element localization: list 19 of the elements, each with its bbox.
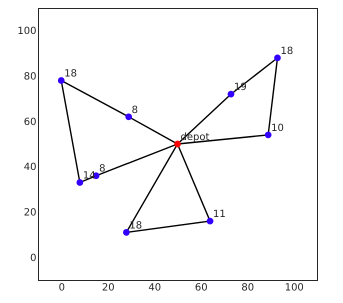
x-tick-label: 60 bbox=[194, 282, 208, 294]
x-tick-label: 100 bbox=[284, 282, 304, 294]
annotation: 8 bbox=[132, 104, 138, 116]
y-tick-label: 20 bbox=[24, 208, 36, 218]
annotation: 18 bbox=[280, 46, 294, 57]
y-tick-label: 100 bbox=[17, 26, 36, 38]
y-tick-label: 80 bbox=[24, 72, 36, 82]
annotation: 10 bbox=[271, 122, 284, 134]
annotation: 11 bbox=[213, 209, 226, 220]
annotation: 18 bbox=[129, 220, 142, 232]
x-tick-label: 80 bbox=[241, 282, 254, 294]
y-tick-label: 60 bbox=[24, 116, 36, 128]
annotation: 8 bbox=[99, 164, 106, 175]
y-tick-label: 0 bbox=[30, 252, 36, 264]
annotation: 18 bbox=[64, 68, 77, 80]
x-tick-label: 40 bbox=[148, 282, 162, 294]
y-tick-label: 40 bbox=[24, 162, 36, 174]
x-tick-label: 20 bbox=[102, 282, 115, 294]
x-tick-label: 0 bbox=[58, 282, 65, 294]
